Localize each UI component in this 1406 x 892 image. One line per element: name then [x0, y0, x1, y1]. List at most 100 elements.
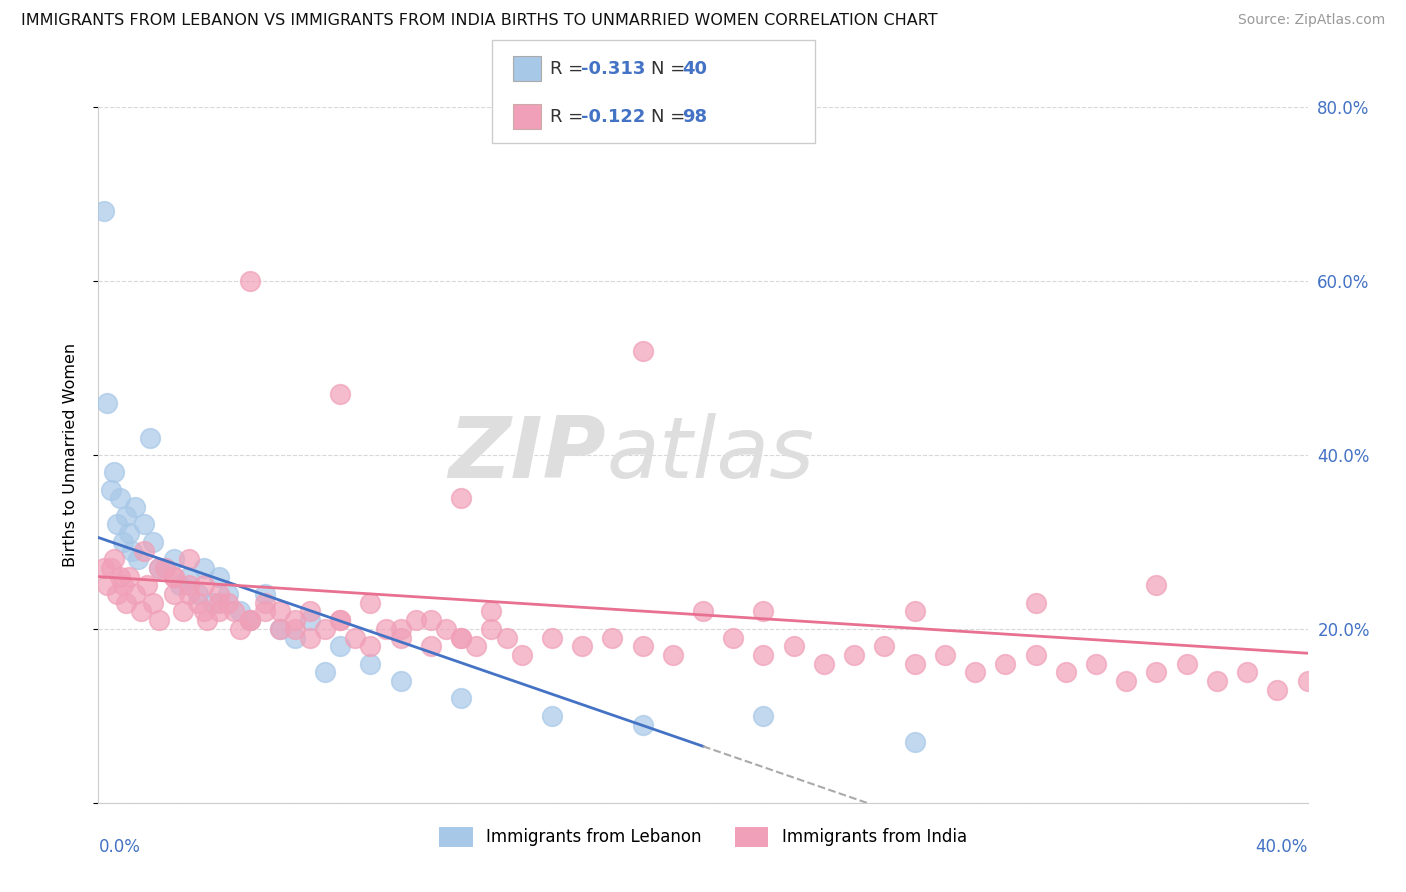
Point	[179, 570, 201, 584]
Point	[873, 639, 896, 653]
Point	[129, 605, 152, 619]
Point	[904, 657, 927, 671]
Point	[269, 622, 291, 636]
Point	[269, 622, 291, 636]
Point	[208, 570, 231, 584]
Point	[253, 587, 276, 601]
Point	[1054, 665, 1077, 680]
Point	[229, 605, 252, 619]
Point	[148, 613, 170, 627]
Point	[284, 613, 307, 627]
Point	[193, 605, 215, 619]
Point	[93, 204, 115, 219]
Point	[752, 605, 775, 619]
Point	[450, 631, 472, 645]
Point	[631, 343, 654, 358]
Point	[420, 639, 443, 653]
Point	[662, 648, 685, 662]
Point	[314, 622, 336, 636]
Point	[118, 526, 141, 541]
Text: R =: R =	[550, 108, 589, 126]
Point	[450, 691, 472, 706]
Point	[934, 648, 956, 662]
Point	[1144, 578, 1167, 592]
Text: 40.0%: 40.0%	[1256, 838, 1308, 855]
Point	[195, 613, 218, 627]
Point	[813, 657, 835, 671]
Text: atlas: atlas	[606, 413, 814, 497]
Point	[208, 587, 231, 601]
Point	[994, 657, 1017, 671]
Point	[229, 622, 252, 636]
Text: 40: 40	[682, 60, 707, 78]
Point	[360, 596, 382, 610]
Point	[208, 605, 231, 619]
Point	[100, 561, 122, 575]
Point	[389, 631, 412, 645]
Point	[1085, 657, 1108, 671]
Point	[114, 596, 136, 610]
Text: Source: ZipAtlas.com: Source: ZipAtlas.com	[1237, 13, 1385, 28]
Point	[329, 387, 352, 401]
Point	[692, 605, 714, 619]
Point	[1175, 657, 1198, 671]
Point	[481, 622, 503, 636]
Text: N =: N =	[651, 108, 690, 126]
Point	[239, 613, 262, 627]
Point	[1115, 674, 1137, 689]
Point	[329, 613, 352, 627]
Point	[103, 466, 125, 480]
Point	[450, 631, 472, 645]
Point	[253, 596, 276, 610]
Text: N =: N =	[651, 60, 690, 78]
Point	[1296, 674, 1319, 689]
Point	[1206, 674, 1229, 689]
Point	[163, 552, 186, 566]
Point	[108, 570, 131, 584]
Point	[217, 596, 239, 610]
Legend: Immigrants from Lebanon, Immigrants from India: Immigrants from Lebanon, Immigrants from…	[433, 820, 973, 854]
Point	[1024, 648, 1046, 662]
Text: R =: R =	[550, 60, 589, 78]
Point	[114, 508, 136, 523]
Point	[96, 578, 118, 592]
Point	[108, 491, 131, 506]
Point	[540, 631, 562, 645]
Point	[253, 605, 276, 619]
Point	[1267, 682, 1289, 697]
Point	[142, 534, 165, 549]
Point	[187, 596, 209, 610]
Point	[224, 605, 246, 619]
Point	[135, 578, 157, 592]
Text: ZIP: ZIP	[449, 413, 606, 497]
Point	[127, 552, 149, 566]
Text: -0.122: -0.122	[581, 108, 645, 126]
Point	[752, 648, 775, 662]
Point	[389, 622, 412, 636]
Point	[284, 631, 307, 645]
Point	[450, 491, 472, 506]
Point	[187, 587, 209, 601]
Point	[389, 674, 412, 689]
Point	[405, 613, 427, 627]
Point	[904, 605, 927, 619]
Point	[148, 561, 170, 575]
Point	[132, 543, 155, 558]
Point	[239, 613, 262, 627]
Point	[631, 717, 654, 731]
Point	[631, 639, 654, 653]
Point	[139, 431, 162, 445]
Point	[239, 274, 262, 288]
Point	[118, 570, 141, 584]
Text: -0.313: -0.313	[581, 60, 645, 78]
Point	[163, 587, 186, 601]
Y-axis label: Births to Unmarried Women: Births to Unmarried Women	[63, 343, 77, 567]
Point	[1236, 665, 1258, 680]
Point	[752, 708, 775, 723]
Point	[420, 613, 443, 627]
Point	[172, 605, 194, 619]
Point	[148, 561, 170, 575]
Text: 98: 98	[682, 108, 707, 126]
Point	[299, 613, 322, 627]
Point	[124, 500, 146, 514]
